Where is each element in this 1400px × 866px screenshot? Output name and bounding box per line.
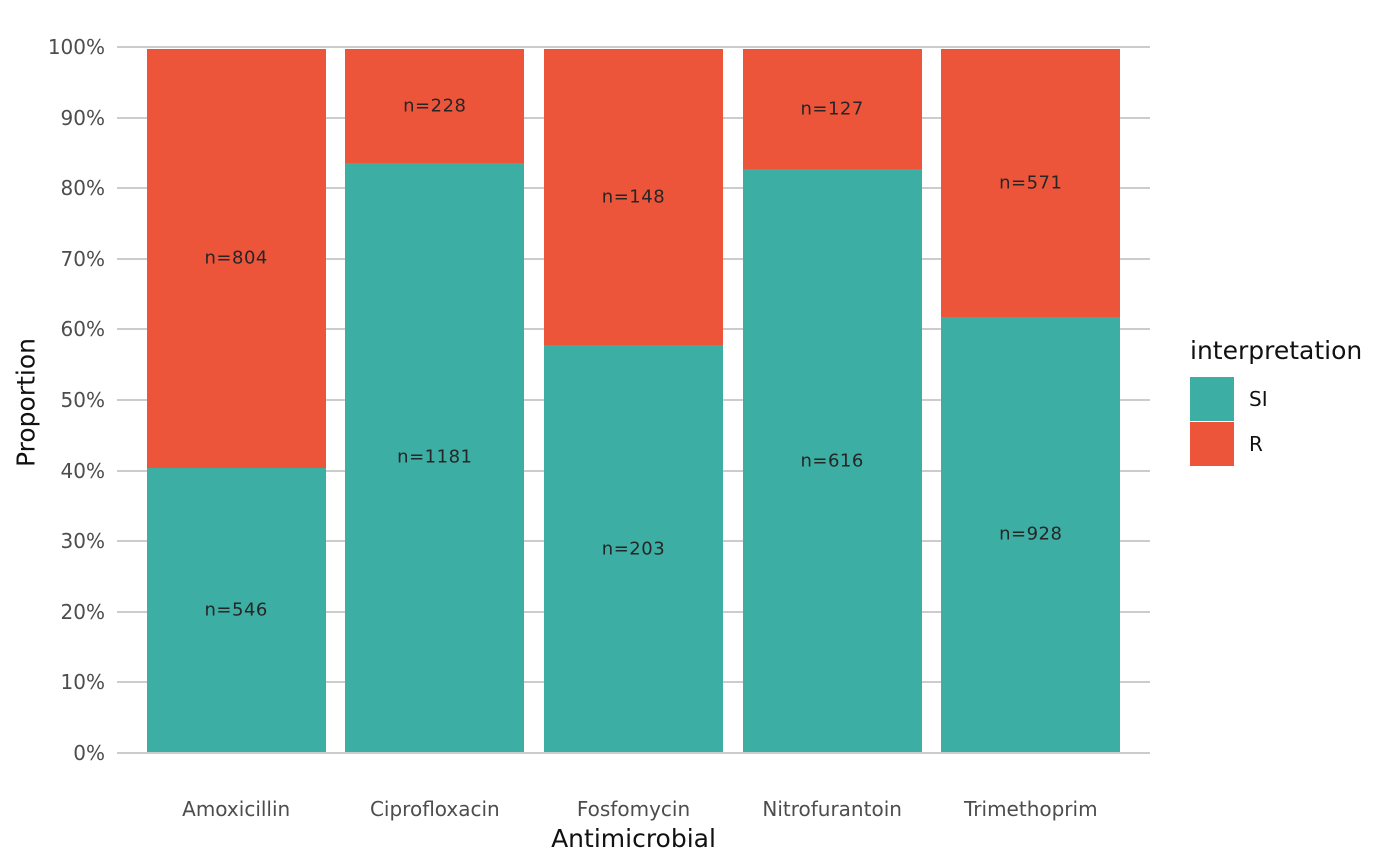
x-tick-label-amoxicillin: Amoxicillin xyxy=(182,797,291,821)
y-tick-label: 60% xyxy=(60,317,105,342)
bar-fosfomycin: n=148 n=203 xyxy=(544,49,723,752)
bar-segment-r-amoxicillin: n=804 xyxy=(146,49,326,468)
bar-segment-si-amoxicillin: n=546 xyxy=(146,467,326,752)
y-tick-label: 20% xyxy=(60,599,105,624)
gridline-0% xyxy=(117,752,1150,754)
gridline-100% xyxy=(117,46,1150,48)
bar-count-label-r: n=148 xyxy=(601,186,666,208)
bar-ciprofloxacin: n=228 n=1181 xyxy=(345,49,525,752)
bar-segment-si-fosfomycin: n=203 xyxy=(544,345,723,752)
bar-count-label-si: n=1181 xyxy=(397,446,473,468)
legend-title: interpretation xyxy=(1190,336,1363,365)
y-tick-label: 100% xyxy=(47,35,105,59)
y-tick-label: 90% xyxy=(60,105,105,130)
y-tick-label: 50% xyxy=(60,388,105,412)
x-tick-label-fosfomycin: Fosfomycin xyxy=(576,797,691,821)
plot-panel: n=804 n=546 n=228 n=1181 n=148 n=203 n=127 n=61… xyxy=(117,46,1150,754)
bar-count-label-si: n=616 xyxy=(800,450,864,472)
legend-item-r: R xyxy=(1190,422,1362,466)
y-tick-label: 30% xyxy=(60,529,105,554)
y-tick-label: 80% xyxy=(60,176,105,201)
bar-count-label-si: n=928 xyxy=(999,523,1063,545)
bar-trimethoprim: n=571 n=928 xyxy=(941,49,1121,752)
bar-segment-r-ciprofloxacin: n=228 xyxy=(345,49,525,163)
bar-segment-r-nitrofurantoin: n=127 xyxy=(742,49,922,170)
legend: interpretation SI R xyxy=(1190,336,1362,467)
bar-amoxicillin: n=804 n=546 xyxy=(146,49,326,752)
legend-label-si: SI xyxy=(1249,387,1268,411)
bar-count-label-r: n=228 xyxy=(403,95,467,117)
legend-swatch-si-icon xyxy=(1190,377,1234,421)
bar-nitrofurantoin: n=127 n=616 xyxy=(742,49,922,752)
legend-item-si: SI xyxy=(1190,377,1362,421)
legend-label-r: R xyxy=(1249,432,1263,456)
bar-segment-r-trimethoprim: n=571 xyxy=(941,49,1121,317)
bar-segment-si-trimethoprim: n=928 xyxy=(941,316,1121,752)
x-tick-label-ciprofloxacin: Ciprofloxacin xyxy=(369,797,500,821)
x-tick-label-trimethoprim: Trimethoprim xyxy=(964,797,1098,821)
bar-segment-si-ciprofloxacin: n=1181 xyxy=(345,162,525,752)
x-tick-label-nitrofurantoin: Nitrofurantoin xyxy=(762,797,902,821)
y-tick-label: 0% xyxy=(73,741,105,765)
y-tick-label: 40% xyxy=(60,458,105,483)
bar-count-label-r: n=127 xyxy=(800,98,864,120)
bar-segment-r-fosfomycin: n=148 xyxy=(544,49,723,346)
y-tick-label: 70% xyxy=(60,246,105,271)
bar-segment-si-nitrofurantoin: n=616 xyxy=(742,169,922,752)
bar-count-label-r: n=804 xyxy=(204,247,268,269)
bar-count-label-si: n=203 xyxy=(601,538,666,560)
bar-count-label-si: n=546 xyxy=(204,599,268,621)
bar-count-label-r: n=571 xyxy=(999,172,1063,194)
y-tick-label: 10% xyxy=(60,670,105,695)
x-axis-title: Antimicrobial xyxy=(551,824,716,853)
legend-swatch-r-icon xyxy=(1190,422,1234,466)
